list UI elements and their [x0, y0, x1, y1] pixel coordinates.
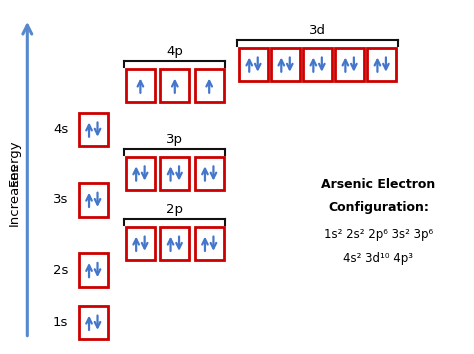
Text: 4s² 3d¹⁰ 4p³: 4s² 3d¹⁰ 4p³	[343, 252, 413, 264]
FancyBboxPatch shape	[335, 48, 364, 81]
FancyBboxPatch shape	[126, 69, 155, 102]
FancyBboxPatch shape	[126, 227, 155, 261]
Text: Increases: Increases	[8, 163, 20, 226]
Text: 1s: 1s	[53, 316, 68, 329]
FancyBboxPatch shape	[160, 157, 190, 190]
FancyBboxPatch shape	[160, 227, 190, 261]
FancyBboxPatch shape	[79, 253, 108, 287]
Text: Arsenic Electron: Arsenic Electron	[321, 177, 436, 190]
FancyBboxPatch shape	[195, 227, 224, 261]
Text: 3p: 3p	[166, 132, 183, 145]
Text: 3d: 3d	[309, 24, 326, 37]
FancyBboxPatch shape	[367, 48, 396, 81]
Text: Energy: Energy	[8, 139, 20, 186]
FancyBboxPatch shape	[79, 306, 108, 339]
FancyBboxPatch shape	[271, 48, 300, 81]
FancyBboxPatch shape	[195, 69, 224, 102]
Text: 2s: 2s	[53, 264, 68, 276]
FancyBboxPatch shape	[79, 183, 108, 217]
Text: 3s: 3s	[53, 193, 68, 206]
Text: 1s² 2s² 2p⁶ 3s² 3p⁶: 1s² 2s² 2p⁶ 3s² 3p⁶	[324, 228, 433, 241]
FancyBboxPatch shape	[126, 157, 155, 190]
FancyBboxPatch shape	[195, 157, 224, 190]
FancyBboxPatch shape	[303, 48, 332, 81]
Text: 4s: 4s	[53, 123, 68, 136]
Text: 4p: 4p	[166, 45, 183, 58]
FancyBboxPatch shape	[79, 113, 108, 146]
FancyBboxPatch shape	[160, 69, 190, 102]
FancyBboxPatch shape	[239, 48, 268, 81]
Text: 2p: 2p	[166, 203, 183, 216]
Text: Configuration:: Configuration:	[328, 201, 429, 215]
